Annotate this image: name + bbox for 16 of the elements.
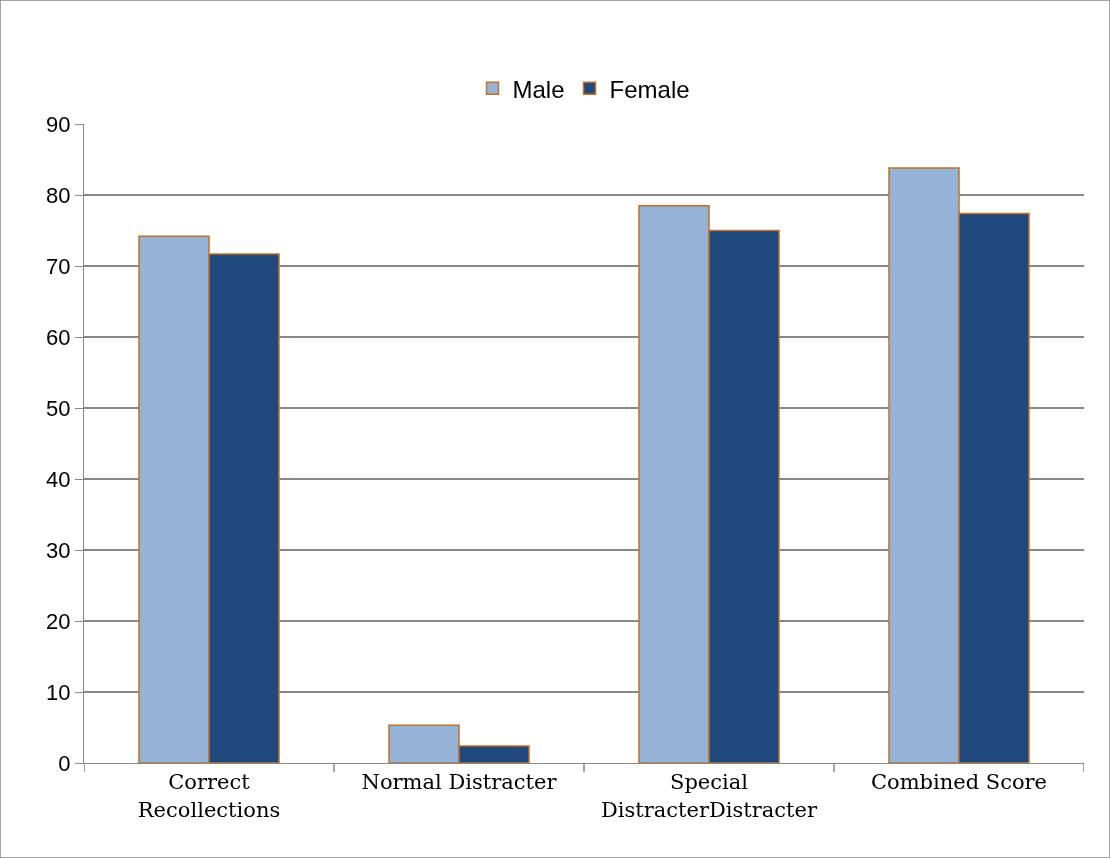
y-tick-label: 70 bbox=[46, 253, 71, 279]
y-tick-label: 90 bbox=[46, 111, 71, 137]
y-tick-label: 50 bbox=[46, 395, 71, 421]
legend-label: Male bbox=[512, 75, 565, 103]
y-tick-label: 0 bbox=[58, 750, 71, 776]
x-tick-label: Correct Recollections bbox=[137, 770, 281, 822]
x-tick-label: Combined Score bbox=[870, 770, 1048, 795]
x-tick-label: Normal Distracter bbox=[361, 770, 558, 795]
y-tick-label: 80 bbox=[46, 182, 71, 208]
y-tick-label: 20 bbox=[46, 608, 71, 634]
y-tick-label: 60 bbox=[46, 324, 71, 350]
y-tick-label: 10 bbox=[46, 679, 71, 705]
y-tick-label: 30 bbox=[46, 537, 71, 563]
x-tick-label: Special DistracterDistracter bbox=[601, 770, 818, 822]
y-tick-label: 40 bbox=[46, 466, 71, 492]
legend-label: Female bbox=[609, 75, 690, 103]
